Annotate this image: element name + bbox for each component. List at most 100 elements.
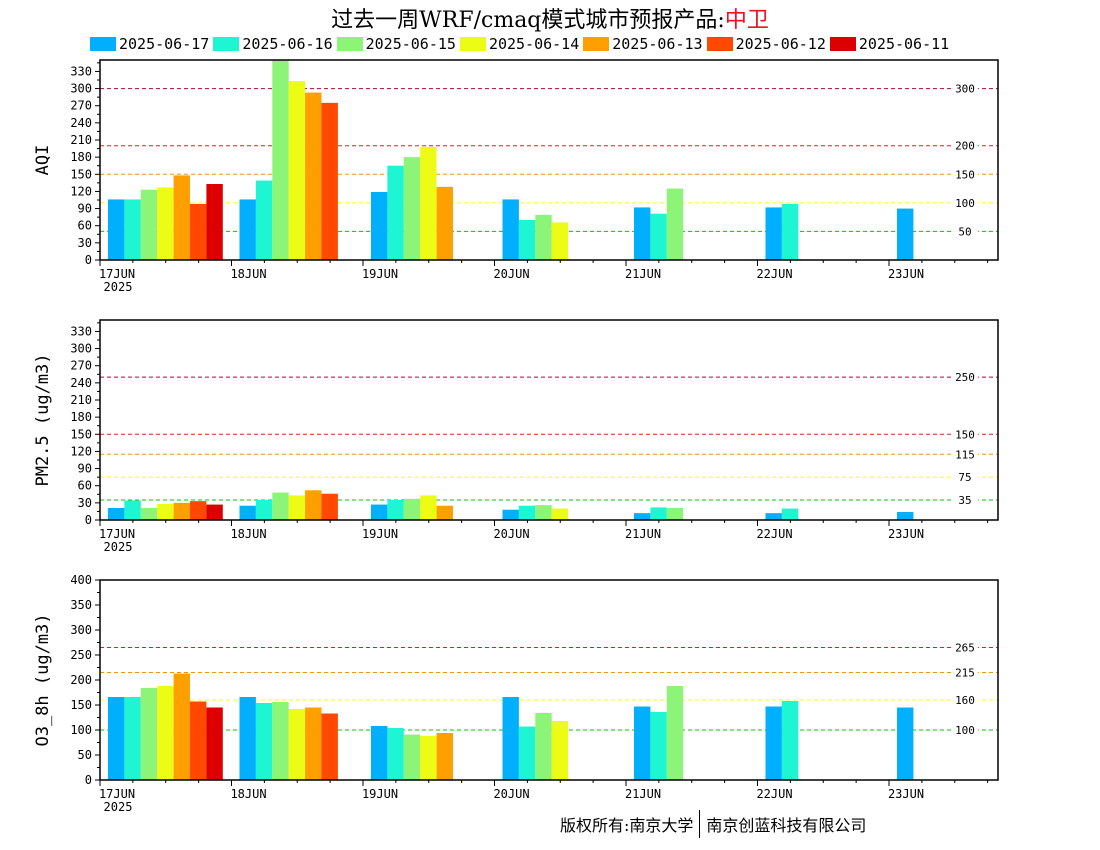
legend-label: 2025-06-17: [119, 35, 210, 53]
bar: [108, 508, 125, 520]
bar: [666, 686, 684, 780]
x-tick-label: 17JUN: [99, 267, 135, 281]
bar: [371, 192, 388, 260]
bar: [650, 712, 667, 780]
bar: [305, 490, 322, 520]
legend-item-5: 2025-06-12: [706, 35, 826, 53]
bar: [173, 673, 190, 780]
y-tick-label: 300: [70, 82, 92, 96]
bar: [288, 495, 306, 520]
bar: [206, 504, 223, 520]
y-tick-label: 270: [70, 359, 92, 373]
y-tick-label: 0: [85, 253, 92, 267]
bar: [403, 157, 421, 260]
y-tick-label: 300: [70, 342, 92, 356]
bar: [502, 199, 519, 260]
x-tick-label: 23JUN: [888, 267, 924, 281]
x-year-label: 2025: [104, 800, 133, 814]
y-tick-label: 240: [70, 116, 92, 130]
bar: [765, 706, 782, 780]
x-tick-label: 20JUN: [493, 267, 529, 281]
bar: [897, 208, 914, 260]
y-tick-label: 180: [70, 410, 92, 424]
plot-frame: [99, 59, 999, 261]
y-tick-label: 300: [70, 623, 92, 637]
legend-item-1: 2025-06-16: [213, 35, 333, 53]
bar: [518, 220, 536, 260]
bar: [190, 501, 207, 520]
bar: [666, 188, 684, 260]
legend-label: 2025-06-16: [242, 35, 333, 53]
bar: [157, 504, 174, 520]
bar: [321, 493, 338, 520]
legend-swatch: [336, 37, 363, 51]
legend-swatch: [459, 37, 486, 51]
threshold-label: 100: [955, 724, 975, 737]
y-tick-label: 120: [70, 444, 92, 458]
bar: [387, 728, 404, 780]
threshold-label-bg: [952, 196, 978, 209]
bar: [420, 736, 437, 780]
legend-swatch: [213, 37, 240, 51]
chart-title-prefix: 过去一周WRF/cmaq模式城市预报产品:: [331, 8, 725, 33]
y-tick-label: 30: [78, 496, 92, 510]
y-tick-label: 90: [78, 202, 92, 216]
plot-frame: [99, 319, 999, 521]
bar: [781, 508, 799, 520]
threshold-label: 250: [955, 371, 975, 384]
bar: [173, 502, 190, 520]
x-tick-label: 19JUN: [362, 787, 398, 801]
legend-swatch: [706, 37, 733, 51]
threshold-label-bg: [952, 168, 978, 181]
x-year-label: 2025: [104, 540, 133, 554]
bar: [781, 204, 799, 260]
y-tick-label: 180: [70, 150, 92, 164]
threshold-label: 160: [955, 694, 975, 707]
bar: [387, 500, 404, 520]
legend-label: 2025-06-12: [735, 35, 826, 53]
x-tick-label: 21JUN: [625, 787, 661, 801]
bar: [239, 505, 256, 520]
bar: [650, 213, 667, 260]
legend-item-4: 2025-06-13: [583, 35, 703, 53]
y-tick-label: 150: [70, 427, 92, 441]
bar: [321, 102, 338, 260]
x-tick-label: 18JUN: [230, 787, 266, 801]
bar: [108, 697, 125, 780]
bar: [206, 707, 223, 780]
threshold-label-bg: [952, 471, 978, 484]
threshold-label: 150: [955, 428, 975, 441]
bar: [157, 187, 174, 260]
threshold-label-bg: [952, 724, 978, 736]
legend-label: 2025-06-14: [488, 35, 580, 53]
bar: [535, 214, 552, 260]
x-tick-label: 20JUN: [493, 787, 529, 801]
chart-title-city: 中卫: [724, 8, 769, 33]
bar: [765, 207, 782, 260]
y-tick-label: 350: [70, 598, 92, 612]
threshold-label: 35: [958, 494, 971, 507]
bar: [124, 500, 141, 520]
x-tick-label: 18JUN: [230, 527, 266, 541]
x-tick-label: 21JUN: [625, 267, 661, 281]
bar: [518, 726, 536, 780]
threshold-label-bg: [952, 225, 978, 238]
bar: [272, 702, 289, 780]
x-tick-label: 19JUN: [362, 267, 398, 281]
threshold-label-bg: [952, 694, 978, 706]
y-tick-label: 90: [78, 462, 92, 476]
threshold-label-bg: [952, 641, 978, 654]
y-axis-label: AQI: [33, 145, 53, 176]
threshold-label: 150: [955, 168, 975, 181]
x-tick-label: 17JUN: [99, 527, 135, 541]
legend-item-3: 2025-06-14: [459, 35, 580, 53]
threshold-label-bg: [952, 428, 978, 441]
bar: [206, 184, 223, 260]
chart-panel-2: 265 215 160 100 0 50 100 150 200 250 300 350 400 17JU…: [33, 573, 999, 814]
x-tick-label: 22JUN: [756, 787, 792, 801]
y-tick-label: 0: [85, 513, 92, 527]
y-tick-label: 150: [70, 698, 92, 712]
bar: [897, 512, 914, 520]
bar: [288, 81, 306, 261]
